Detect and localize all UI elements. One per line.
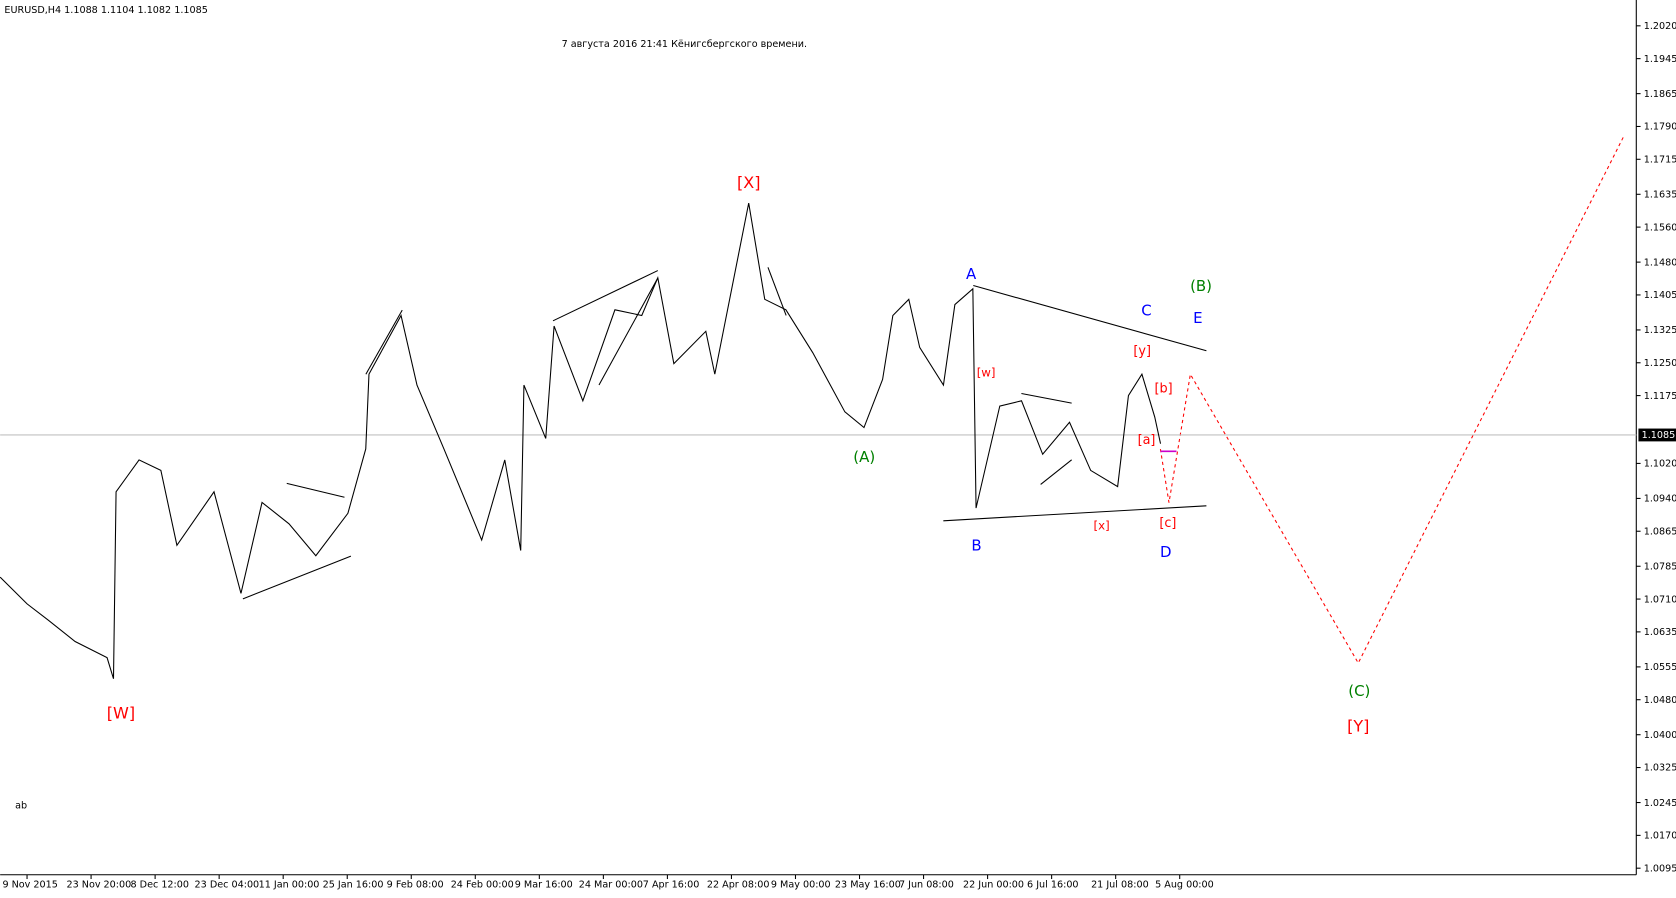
current-price-box	[1638, 428, 1676, 442]
y-tick-label: 1.1325	[1644, 325, 1676, 336]
wave-label: [c]	[1159, 516, 1176, 531]
x-tick-label: 22 Apr 08:00	[707, 880, 770, 891]
wave-label: [x]	[1094, 518, 1110, 532]
y-tick-label: 1.1020	[1644, 459, 1676, 470]
y-tick-label: 1.1250	[1644, 358, 1676, 369]
x-tick-label: 21 Jul 08:00	[1091, 880, 1149, 891]
trendline	[943, 505, 1207, 522]
x-tick-label: 9 Mar 16:00	[515, 880, 573, 891]
y-tick-label: 1.1560	[1644, 222, 1676, 233]
x-tick-label: 7 Jun 08:00	[899, 880, 954, 891]
y-tick-label: 1.1790	[1644, 122, 1676, 133]
current-price-label: 1.1085	[1642, 430, 1676, 441]
wave-label: A	[966, 265, 977, 283]
y-tick-label: 1.1480	[1644, 257, 1676, 268]
corner-label: ab	[15, 800, 27, 811]
wave-label: [W]	[107, 704, 135, 723]
y-tick-label: 1.1405	[1644, 290, 1676, 301]
wave-label: C	[1141, 301, 1151, 319]
x-tick-label: 22 Jun 00:00	[963, 880, 1024, 891]
chart-title: EURUSD,H4 1.1088 1.1104 1.1082 1.1085	[4, 5, 207, 16]
wave-label: B	[971, 537, 981, 555]
y-tick-label: 1.0400	[1644, 730, 1676, 741]
wave-label: D	[1160, 543, 1172, 561]
y-tick-label: 1.0325	[1644, 763, 1676, 774]
wave-label: (B)	[1190, 277, 1212, 295]
trendline	[1040, 459, 1072, 485]
y-tick-label: 1.0635	[1644, 627, 1676, 638]
trendline	[1021, 393, 1072, 404]
x-tick-label: 9 Feb 08:00	[387, 880, 444, 891]
x-tick-label: 9 Nov 2015	[2, 880, 57, 891]
wave-label: [a]	[1138, 433, 1156, 448]
x-tick-label: 23 May 16:00	[835, 880, 901, 891]
trendline	[552, 270, 659, 322]
wave-label: [Y]	[1347, 716, 1369, 735]
x-tick-label: 24 Feb 00:00	[451, 880, 514, 891]
y-tick-label: 1.1865	[1644, 89, 1676, 100]
wave-label: (A)	[853, 448, 875, 466]
trendlines	[242, 267, 1207, 600]
wave-label: [y]	[1133, 344, 1151, 359]
wave-label: [w]	[977, 365, 996, 379]
wave-label: [X]	[737, 173, 761, 192]
trendline	[973, 285, 1207, 352]
trendline	[286, 482, 345, 498]
y-tick-label: 1.0865	[1644, 526, 1676, 537]
y-tick-label: 1.0940	[1644, 494, 1676, 505]
y-tick-label: 1.2020	[1644, 21, 1676, 32]
y-tick-label: 1.0095	[1644, 863, 1676, 874]
y-tick-label: 1.0555	[1644, 662, 1676, 673]
x-tick-label: 23 Dec 04:00	[195, 880, 260, 891]
trendline	[365, 309, 403, 375]
wave-label: (C)	[1348, 682, 1370, 700]
y-tick-label: 1.0785	[1644, 561, 1676, 572]
x-tick-label: 24 Mar 00:00	[579, 880, 643, 891]
x-tick-label: 9 May 00:00	[771, 880, 831, 891]
price-line	[0, 202, 1162, 679]
x-tick-label: 6 Jul 16:00	[1027, 880, 1079, 891]
x-tick-label: 23 Nov 20:00	[66, 880, 131, 891]
x-tick-label: 25 Jan 16:00	[323, 880, 384, 891]
y-tick-label: 1.1715	[1644, 154, 1676, 165]
y-tick-label: 1.1175	[1644, 391, 1676, 402]
y-tick-label: 1.0245	[1644, 798, 1676, 809]
y-tick-label: 1.1945	[1644, 54, 1676, 65]
x-tick-label: 11 Jan 00:00	[259, 880, 320, 891]
x-tick-label: 8 Dec 12:00	[131, 880, 190, 891]
wave-label: E	[1193, 309, 1202, 327]
trendline	[767, 267, 787, 316]
chart-subtitle: 7 августа 2016 21:41 Кёнигсбергского вре…	[562, 39, 808, 50]
y-tick-label: 1.0710	[1644, 594, 1676, 605]
y-tick-label: 1.1635	[1644, 190, 1676, 201]
x-tick-label: 7 Apr 16:00	[643, 880, 700, 891]
y-tick-label: 1.0170	[1644, 831, 1676, 842]
x-tick-label: 5 Aug 00:00	[1155, 880, 1214, 891]
wave-label: [b]	[1155, 381, 1173, 396]
trendline	[242, 555, 352, 600]
projection	[1159, 136, 1624, 665]
y-tick-label: 1.0480	[1644, 695, 1676, 706]
trendline	[598, 277, 659, 386]
